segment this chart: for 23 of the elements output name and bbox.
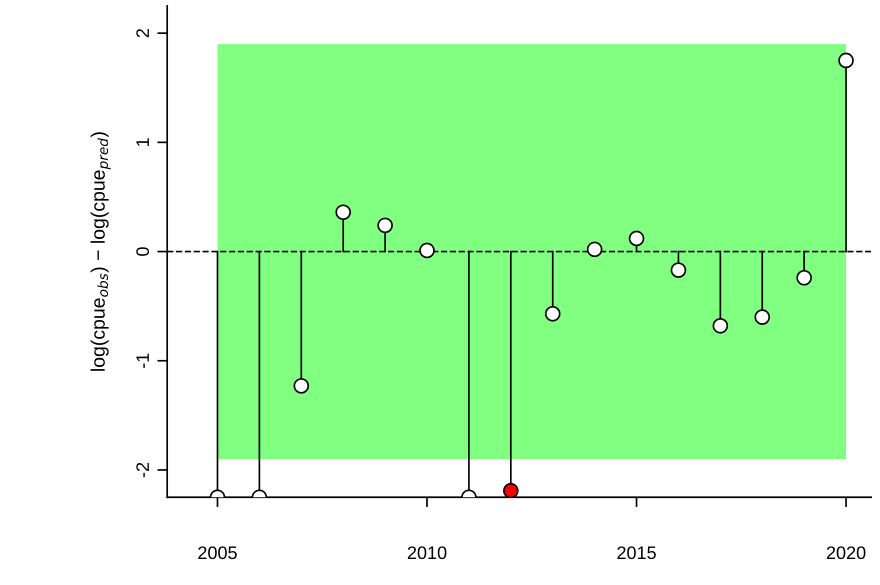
y-tick-label: -2 — [136, 462, 149, 478]
point — [586, 242, 602, 258]
y-tick-label: 1 — [136, 138, 149, 146]
point — [712, 318, 728, 334]
x-tick-label: 2020 — [826, 546, 866, 560]
x-tick-label: 2015 — [617, 546, 656, 560]
point — [754, 309, 770, 325]
point — [670, 262, 686, 278]
point — [294, 378, 310, 394]
point — [544, 306, 561, 322]
point — [838, 52, 854, 68]
x-tick-label: 2010 — [408, 546, 446, 560]
point — [628, 230, 644, 246]
y-axis-title: log(cpue$_{obs}$) − log(cpue$_{pred}$) — [90, 132, 111, 371]
x-tick-label: 2005 — [198, 546, 237, 560]
point — [335, 204, 351, 220]
y-tick-label: 2 — [136, 29, 149, 38]
y-tick-label: -1 — [136, 354, 149, 368]
point — [419, 242, 435, 258]
point — [377, 218, 393, 234]
point — [503, 482, 519, 498]
y-tick-label: 0 — [136, 247, 150, 256]
point — [796, 270, 812, 286]
